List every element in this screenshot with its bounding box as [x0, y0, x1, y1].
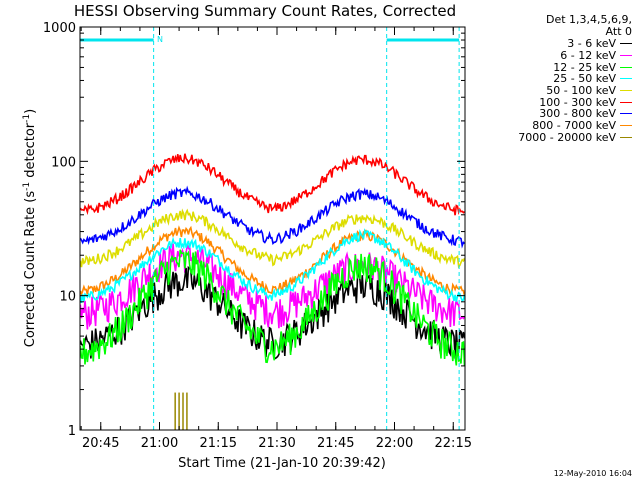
legend-swatch: [620, 78, 632, 80]
legend-label: 50 - 100 keV: [546, 84, 616, 98]
chart-title: HESSI Observing Summary Count Rates, Cor…: [74, 2, 456, 20]
legend-label: 7000 - 20000 keV: [518, 130, 616, 144]
x-axis-label: Start Time (21-Jan-10 20:39:42): [178, 456, 386, 471]
x-tick-label: 21:15: [200, 436, 237, 451]
legend-header-line1: Det 1,3,4,5,6,9,: [545, 13, 632, 26]
legend-label: 300 - 800 keV: [539, 107, 616, 121]
footer-timestamp: 12-May-2010 16:04: [553, 469, 632, 478]
y-tick-label: 1: [68, 424, 76, 439]
legend-label: 800 - 7000 keV: [532, 119, 616, 133]
legend-swatch: [620, 125, 632, 127]
legend-item: 3 - 6 keV: [478, 37, 632, 51]
legend-label: 6 - 12 keV: [560, 49, 616, 63]
y-tick-label: 1000: [43, 21, 76, 36]
y-axis-label-sup: -1: [22, 182, 32, 191]
legend-swatch: [620, 101, 632, 103]
legend-swatch: [620, 113, 632, 115]
legend-swatch: [620, 55, 632, 57]
plot-frame: [79, 26, 466, 431]
x-tick-label: 20:45: [82, 436, 119, 451]
legend-item: 50 - 100 keV: [478, 84, 632, 98]
legend-label: 100 - 300 keV: [539, 95, 616, 109]
legend-swatch: [620, 43, 632, 45]
legend: Det 1,3,4,5,6,9, Att 0 3 - 6 keV 6 - 12 k…: [478, 13, 632, 144]
x-tick-label: 22:15: [435, 436, 472, 451]
legend-swatch: [620, 66, 632, 68]
legend-item: 100 - 300 keV: [478, 95, 632, 109]
legend-label: 25 - 50 keV: [553, 72, 616, 86]
legend-label: 12 - 25 keV: [553, 60, 616, 74]
series-line: [79, 208, 466, 269]
x-tick-label: 22:00: [376, 436, 413, 451]
y-tick-label: 100: [51, 155, 76, 170]
series-line: [79, 228, 466, 304]
night-annotation: N: [157, 35, 163, 44]
legend-item: 6 - 12 keV: [478, 49, 632, 63]
legend-item: 12 - 25 keV: [478, 60, 632, 74]
legend-swatch: [620, 136, 632, 138]
legend-item: 25 - 50 keV: [478, 72, 632, 86]
x-tick-label: 21:30: [258, 436, 295, 451]
x-tick-label: 21:00: [141, 436, 178, 451]
series-line: [79, 153, 466, 216]
x-tick-label: 21:45: [317, 436, 354, 451]
series-line: [79, 249, 466, 367]
legend-item: 300 - 800 keV: [478, 107, 632, 121]
series-line: [79, 243, 466, 330]
y-axis-label-sup: -1: [22, 114, 32, 123]
series-line: [79, 185, 466, 249]
legend-header-line2: Att 0: [605, 25, 632, 38]
legend-item: 7000 - 20000 keV: [478, 130, 632, 144]
y-axis-label: Corrected Count Rate (s-1 detector-1): [22, 109, 38, 347]
legend-label: 3 - 6 keV: [567, 37, 616, 51]
legend-item: 800 - 7000 keV: [478, 119, 632, 133]
y-tick-label: 10: [59, 290, 76, 305]
legend-swatch: [620, 90, 632, 92]
